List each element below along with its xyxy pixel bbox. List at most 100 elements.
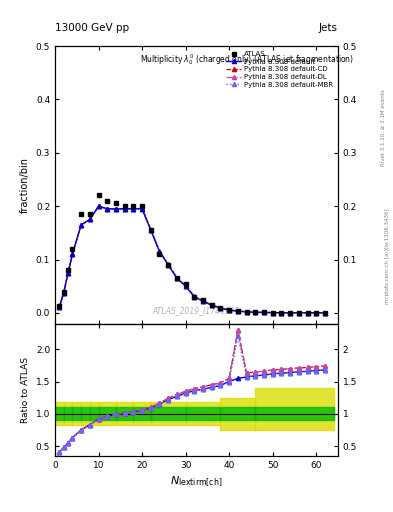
Pythia 8.308 default-CD xyxy=(96,203,101,209)
Text: Multiplicity $\lambda_0^0$ (charged only) (ATLAS jet fragmentation): Multiplicity $\lambda_0^0$ (charged only… xyxy=(140,52,354,67)
Pythia 8.308 default xyxy=(192,294,196,300)
Pythia 8.308 default xyxy=(279,310,284,316)
Pythia 8.308 default-MBR xyxy=(305,310,310,316)
Pythia 8.308 default-MBR xyxy=(288,310,292,316)
Pythia 8.308 default xyxy=(201,298,206,304)
Pythia 8.308 default-DL xyxy=(88,217,92,223)
Pythia 8.308 default-MBR xyxy=(57,304,62,310)
Pythia 8.308 default-DL xyxy=(183,283,188,289)
Pythia 8.308 default-DL xyxy=(209,302,214,308)
Pythia 8.308 default-MBR xyxy=(209,303,214,309)
Pythia 8.308 default-CD xyxy=(288,310,292,316)
Line: Pythia 8.308 default-MBR: Pythia 8.308 default-MBR xyxy=(57,204,327,315)
ATLAS xyxy=(157,251,162,257)
Pythia 8.308 default xyxy=(323,310,327,316)
Pythia 8.308 default-CD xyxy=(279,310,284,316)
Y-axis label: Ratio to ATLAS: Ratio to ATLAS xyxy=(21,357,30,422)
Pythia 8.308 default xyxy=(262,309,266,315)
Pythia 8.308 default xyxy=(305,310,310,316)
Pythia 8.308 default-MBR xyxy=(296,310,301,316)
Pythia 8.308 default xyxy=(270,310,275,316)
Pythia 8.308 default-DL xyxy=(70,251,75,257)
Pythia 8.308 default xyxy=(288,310,292,316)
Pythia 8.308 default xyxy=(174,275,179,281)
Pythia 8.308 default-CD xyxy=(174,274,179,281)
Pythia 8.308 default-MBR xyxy=(131,206,136,212)
Pythia 8.308 default-MBR xyxy=(227,307,231,313)
Pythia 8.308 default-DL xyxy=(166,261,171,267)
Pythia 8.308 default xyxy=(131,206,136,212)
Line: Pythia 8.308 default-DL: Pythia 8.308 default-DL xyxy=(57,204,327,315)
ATLAS xyxy=(270,310,275,316)
ATLAS xyxy=(114,200,118,206)
Text: mcplots.cern.ch [arXiv:1306.3436]: mcplots.cern.ch [arXiv:1306.3436] xyxy=(385,208,389,304)
Text: Jets: Jets xyxy=(319,23,338,33)
Pythia 8.308 default-MBR xyxy=(279,310,284,316)
ATLAS xyxy=(262,309,266,315)
Pythia 8.308 default-CD xyxy=(244,309,249,315)
Pythia 8.308 default xyxy=(149,227,153,233)
ATLAS xyxy=(323,310,327,316)
Pythia 8.308 default-DL xyxy=(122,206,127,212)
Pythia 8.308 default-DL xyxy=(174,274,179,281)
Pythia 8.308 default xyxy=(235,308,240,314)
Pythia 8.308 default xyxy=(122,206,127,212)
Pythia 8.308 default-MBR xyxy=(66,270,70,276)
Pythia 8.308 default-CD xyxy=(114,206,118,212)
Pythia 8.308 default-CD xyxy=(183,283,188,289)
ATLAS xyxy=(253,309,258,315)
Text: ATLAS_2019_I1740909: ATLAS_2019_I1740909 xyxy=(153,306,240,315)
Pythia 8.308 default-DL xyxy=(323,310,327,316)
Pythia 8.308 default-DL xyxy=(57,304,62,310)
ATLAS xyxy=(57,304,62,310)
Pythia 8.308 default-MBR xyxy=(262,309,266,315)
Pythia 8.308 default xyxy=(88,217,92,223)
Pythia 8.308 default-DL xyxy=(114,206,118,212)
Pythia 8.308 default xyxy=(244,309,249,315)
Pythia 8.308 default-MBR xyxy=(183,283,188,289)
Pythia 8.308 default-DL xyxy=(288,310,292,316)
Pythia 8.308 default-CD xyxy=(140,205,145,211)
Pythia 8.308 default xyxy=(314,310,319,316)
ATLAS xyxy=(79,211,83,217)
Pythia 8.308 default-CD xyxy=(88,217,92,223)
Pythia 8.308 default xyxy=(296,310,301,316)
Pythia 8.308 default-DL xyxy=(305,310,310,316)
Pythia 8.308 default xyxy=(105,206,110,212)
Pythia 8.308 default-CD xyxy=(79,222,83,228)
Legend: ATLAS, Pythia 8.308 default, Pythia 8.308 default-CD, Pythia 8.308 default-DL, P: ATLAS, Pythia 8.308 default, Pythia 8.30… xyxy=(224,50,334,89)
Pythia 8.308 default-DL xyxy=(279,310,284,316)
Pythia 8.308 default-MBR xyxy=(244,309,249,315)
Pythia 8.308 default-MBR xyxy=(314,310,319,316)
Pythia 8.308 default-CD xyxy=(192,293,196,300)
Pythia 8.308 default-DL xyxy=(149,227,153,233)
Pythia 8.308 default-CD xyxy=(201,297,206,304)
Pythia 8.308 default-CD xyxy=(253,309,258,315)
Y-axis label: fraction/bin: fraction/bin xyxy=(20,157,30,213)
Pythia 8.308 default xyxy=(218,305,223,311)
Pythia 8.308 default-DL xyxy=(61,289,66,295)
Pythia 8.308 default-MBR xyxy=(114,206,118,212)
ATLAS xyxy=(166,262,171,268)
Pythia 8.308 default-MBR xyxy=(218,305,223,311)
Pythia 8.308 default-MBR xyxy=(253,309,258,315)
Pythia 8.308 default-DL xyxy=(157,248,162,254)
ATLAS xyxy=(131,203,136,209)
Text: 13000 GeV pp: 13000 GeV pp xyxy=(55,23,129,33)
Pythia 8.308 default-MBR xyxy=(174,275,179,281)
ATLAS xyxy=(192,294,196,300)
Pythia 8.308 default-DL xyxy=(270,310,275,316)
Pythia 8.308 default xyxy=(227,307,231,313)
ATLAS xyxy=(235,308,240,314)
Pythia 8.308 default xyxy=(96,203,101,209)
Pythia 8.308 default-CD xyxy=(296,310,301,316)
ATLAS xyxy=(201,296,206,303)
Pythia 8.308 default-CD xyxy=(57,304,62,310)
Pythia 8.308 default-MBR xyxy=(105,206,110,212)
Pythia 8.308 default xyxy=(70,251,75,257)
ATLAS xyxy=(122,203,127,209)
Pythia 8.308 default-DL xyxy=(96,203,101,209)
Pythia 8.308 default-MBR xyxy=(166,262,171,268)
Pythia 8.308 default-DL xyxy=(79,222,83,228)
ATLAS xyxy=(209,302,214,308)
